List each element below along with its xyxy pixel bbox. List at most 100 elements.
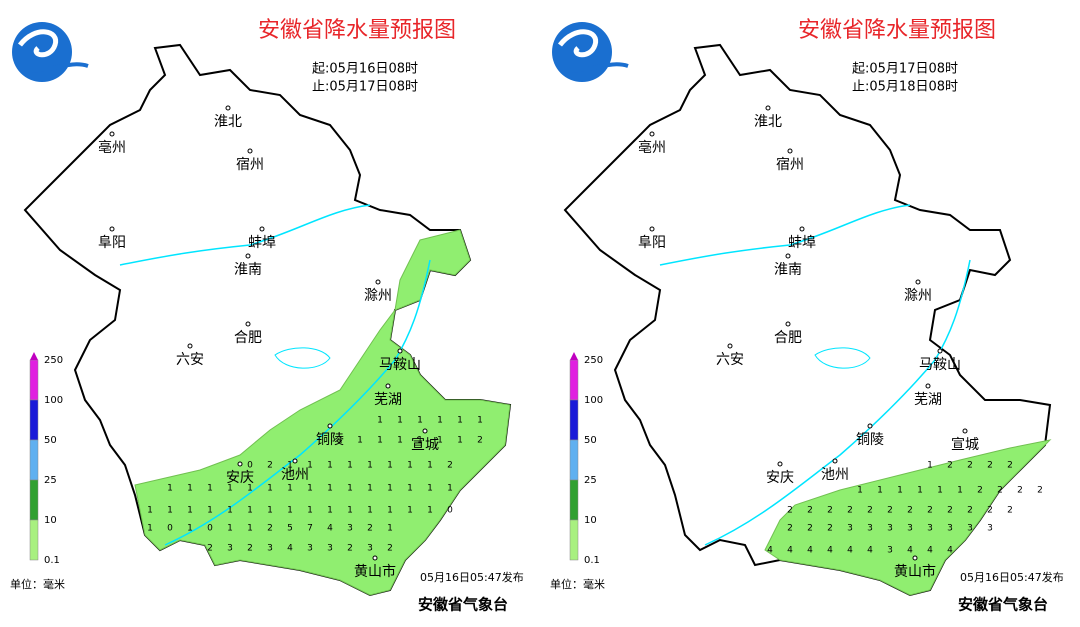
rain-value: 3 [307, 544, 313, 554]
rain-value: 1 [187, 524, 193, 534]
rain-value: 3 [347, 524, 353, 534]
rain-value: 1 [287, 461, 293, 471]
city-label: 阜阳 [638, 234, 666, 251]
issue-time: 05月16日05:47发布 [960, 570, 1064, 584]
legend-swatch [569, 359, 579, 401]
map-title: 安徽省降水量预报图 [258, 18, 456, 43]
rain-area [764, 439, 1052, 596]
rain-value: 1 [407, 506, 413, 516]
rain-value: 1 [917, 486, 923, 496]
rain-value: 2 [947, 506, 953, 516]
city-dot [832, 458, 838, 464]
rain-value: 1 [337, 436, 343, 446]
rain-value: 1 [407, 484, 413, 494]
city-label: 黄山市 [894, 563, 936, 580]
rain-value: 1 [267, 484, 273, 494]
rain-value: 4 [287, 544, 293, 554]
city-label: 安庆 [766, 470, 794, 486]
city-dot [915, 279, 921, 285]
rain-value: 2 [977, 486, 983, 496]
city-dot [327, 423, 333, 429]
rain-value: 2 [967, 506, 973, 516]
rain-value: 1 [957, 486, 963, 496]
city-dot [422, 428, 428, 434]
rain-value: 4 [827, 546, 833, 556]
city-dot [925, 383, 931, 389]
rain-value: 1 [187, 484, 193, 494]
legend-label: 50 [584, 435, 597, 446]
city-label: 合肥 [234, 330, 262, 346]
city-label: 芜湖 [914, 391, 942, 408]
legend-label: 10 [44, 515, 57, 526]
rain-value: 1 [437, 416, 443, 426]
legend-arrow [30, 352, 38, 360]
agency-name: 安徽省气象台 [418, 596, 508, 614]
legend-swatch [569, 519, 579, 561]
rain-value: 3 [267, 544, 273, 554]
rain-value: 1 [207, 506, 213, 516]
rain-value: 1 [377, 436, 383, 446]
city-dot [292, 458, 298, 464]
rain-value: 3 [887, 546, 893, 556]
rain-value: 1 [367, 506, 373, 516]
rain-value: 0 [207, 524, 213, 534]
legend-swatch [29, 399, 39, 441]
rain-value: 0 [447, 506, 453, 516]
lake [274, 347, 331, 369]
rain-value: 1 [307, 484, 313, 494]
rain-value: 1 [347, 484, 353, 494]
rain-value: 1 [437, 436, 443, 446]
rain-value: 1 [387, 524, 393, 534]
rain-value: 1 [927, 461, 933, 471]
rain-value: 2 [787, 506, 793, 516]
legend-swatch [29, 519, 39, 561]
rain-value: 2 [807, 506, 813, 516]
city-dot [247, 148, 253, 154]
rain-value: 4 [947, 546, 953, 556]
city-dot [649, 131, 655, 137]
city-label: 宣城 [951, 437, 979, 453]
rain-value: 3 [847, 524, 853, 534]
city-dot [109, 131, 115, 137]
rain-value: 2 [1007, 461, 1013, 471]
city-label: 六安 [716, 352, 744, 368]
legend-label: 250 [44, 355, 63, 366]
rain-value: 2 [967, 461, 973, 471]
legend-label: 100 [44, 395, 63, 406]
legend-swatch [29, 439, 39, 481]
rain-value: 1 [327, 506, 333, 516]
legend-label: 10 [584, 515, 597, 526]
rain-value: 2 [1007, 506, 1013, 516]
rain-value: 1 [417, 416, 423, 426]
issue-time: 05月16日05:47发布 [420, 570, 524, 584]
rain-value: 1 [857, 486, 863, 496]
city-label: 池州 [281, 467, 309, 483]
city-label: 淮北 [754, 114, 782, 130]
rain-value: 2 [907, 506, 913, 516]
rain-value: 2 [787, 524, 793, 534]
city-dot [372, 555, 378, 561]
rain-value: 4 [847, 546, 853, 556]
rain-value: 1 [267, 506, 273, 516]
rain-value: 0 [247, 461, 253, 471]
city-label: 阜阳 [98, 234, 126, 251]
rain-value: 1 [427, 461, 433, 471]
city-label: 滁州 [904, 288, 932, 304]
city-label: 宿州 [236, 156, 264, 173]
city-label: 铜陵 [856, 432, 884, 448]
lake [814, 347, 871, 369]
rain-value: 1 [227, 506, 233, 516]
unit-label: 单位：毫米 [10, 577, 65, 591]
rain-value: 4 [927, 546, 933, 556]
legend-swatch [569, 479, 579, 521]
city-dot [225, 105, 231, 111]
rain-value: 1 [387, 506, 393, 516]
rain-value: 2 [207, 544, 213, 554]
city-label: 铜陵 [316, 432, 344, 448]
rain-value: 1 [287, 506, 293, 516]
city-label: 马鞍山 [919, 357, 961, 373]
city-label: 蚌埠 [788, 234, 816, 251]
city-dot [912, 555, 918, 561]
rain-value: 5 [287, 524, 293, 534]
city-label: 滁州 [364, 288, 392, 304]
